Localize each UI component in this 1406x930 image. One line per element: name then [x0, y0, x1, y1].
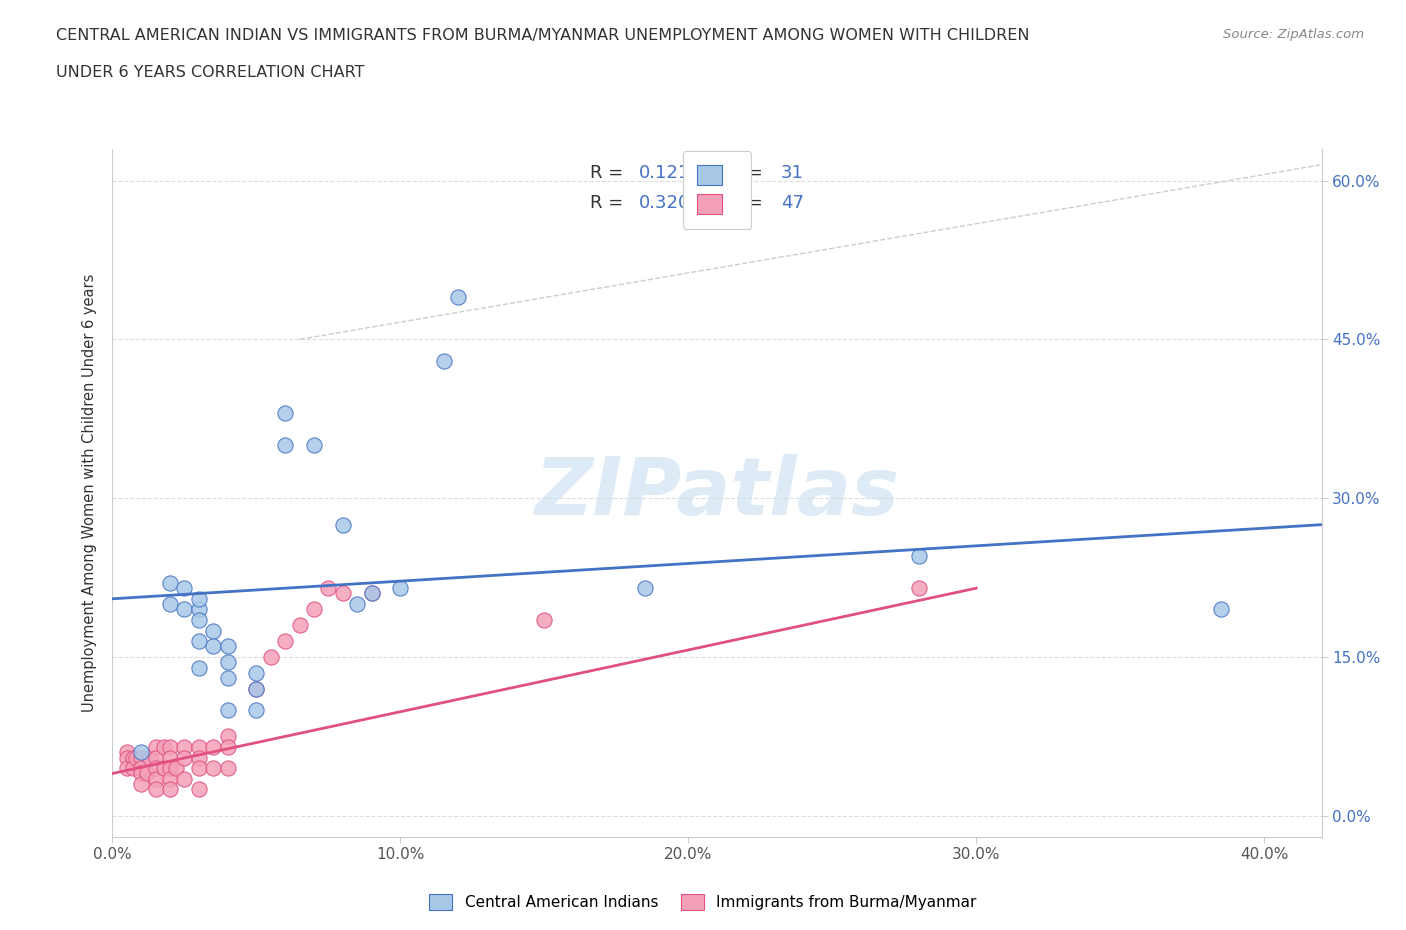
- Point: [302, 602, 325, 617]
- Point: [202, 623, 225, 638]
- Text: 0.121: 0.121: [638, 164, 690, 182]
- Point: [245, 666, 267, 681]
- Text: N =: N =: [717, 193, 769, 211]
- Text: CENTRAL AMERICAN INDIAN VS IMMIGRANTS FROM BURMA/MYANMAR UNEMPLOYMENT AMONG WOME: CENTRAL AMERICAN INDIAN VS IMMIGRANTS FR…: [56, 28, 1029, 43]
- Point: [145, 771, 167, 786]
- Text: 47: 47: [782, 193, 804, 211]
- Point: [159, 751, 181, 765]
- Text: 0.320: 0.320: [638, 193, 690, 211]
- Point: [217, 671, 239, 685]
- Point: [159, 782, 181, 797]
- Legend: , : ,: [683, 151, 751, 229]
- Text: R =: R =: [591, 193, 628, 211]
- Legend: Central American Indians, Immigrants from Burma/Myanmar: Central American Indians, Immigrants fro…: [422, 886, 984, 918]
- Point: [159, 597, 181, 612]
- Text: Source: ZipAtlas.com: Source: ZipAtlas.com: [1223, 28, 1364, 41]
- Point: [302, 438, 325, 453]
- Point: [173, 751, 195, 765]
- Point: [173, 739, 195, 754]
- Point: [153, 761, 176, 776]
- Point: [432, 353, 454, 368]
- Point: [187, 633, 209, 648]
- Point: [332, 586, 354, 601]
- Point: [187, 591, 209, 606]
- Point: [145, 751, 167, 765]
- Point: [217, 761, 239, 776]
- Point: [173, 580, 195, 595]
- Point: [187, 782, 209, 797]
- Point: [145, 739, 167, 754]
- Point: [139, 751, 162, 765]
- Point: [115, 745, 138, 760]
- Point: [159, 739, 181, 754]
- Point: [173, 602, 195, 617]
- Point: [145, 782, 167, 797]
- Point: [115, 751, 138, 765]
- Point: [533, 613, 555, 628]
- Point: [346, 597, 368, 612]
- Point: [187, 660, 209, 675]
- Point: [187, 761, 209, 776]
- Point: [245, 702, 267, 717]
- Point: [907, 580, 929, 595]
- Point: [360, 586, 382, 601]
- Point: [202, 639, 225, 654]
- Point: [202, 739, 225, 754]
- Point: [129, 761, 152, 776]
- Point: [274, 406, 297, 421]
- Text: N =: N =: [717, 164, 769, 182]
- Point: [124, 751, 146, 765]
- Text: R =: R =: [591, 164, 628, 182]
- Point: [907, 549, 929, 564]
- Point: [360, 586, 382, 601]
- Point: [115, 761, 138, 776]
- Point: [129, 766, 152, 781]
- Point: [217, 702, 239, 717]
- Point: [145, 761, 167, 776]
- Point: [217, 639, 239, 654]
- Point: [217, 739, 239, 754]
- Point: [318, 580, 340, 595]
- Point: [159, 771, 181, 786]
- Point: [153, 739, 176, 754]
- Point: [165, 761, 187, 776]
- Point: [217, 729, 239, 744]
- Point: [187, 613, 209, 628]
- Point: [447, 289, 470, 304]
- Point: [1209, 602, 1232, 617]
- Text: 31: 31: [782, 164, 804, 182]
- Point: [245, 682, 267, 697]
- Point: [159, 576, 181, 591]
- Point: [202, 761, 225, 776]
- Point: [187, 602, 209, 617]
- Point: [634, 580, 657, 595]
- Point: [121, 761, 143, 776]
- Point: [159, 761, 181, 776]
- Point: [129, 745, 152, 760]
- Point: [173, 771, 195, 786]
- Point: [288, 618, 311, 632]
- Point: [274, 633, 297, 648]
- Point: [245, 682, 267, 697]
- Point: [389, 580, 412, 595]
- Point: [332, 517, 354, 532]
- Text: ZIPatlas: ZIPatlas: [534, 454, 900, 532]
- Point: [129, 777, 152, 791]
- Point: [187, 751, 209, 765]
- Point: [121, 751, 143, 765]
- Point: [129, 751, 152, 765]
- Point: [217, 655, 239, 670]
- Point: [260, 649, 283, 664]
- Point: [187, 739, 209, 754]
- Point: [274, 438, 297, 453]
- Y-axis label: Unemployment Among Women with Children Under 6 years: Unemployment Among Women with Children U…: [82, 273, 97, 712]
- Point: [136, 766, 159, 781]
- Text: UNDER 6 YEARS CORRELATION CHART: UNDER 6 YEARS CORRELATION CHART: [56, 65, 364, 80]
